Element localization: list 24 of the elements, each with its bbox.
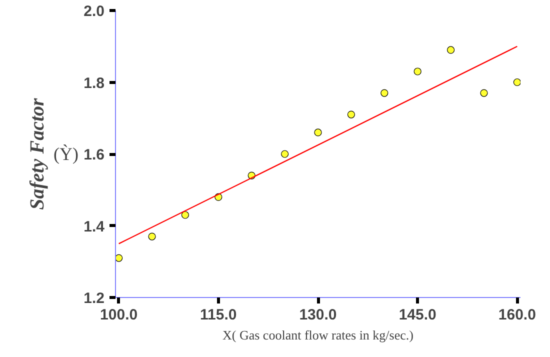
- point: [314, 128, 322, 136]
- point: [414, 68, 422, 76]
- point: [380, 89, 388, 97]
- x-axis-title: X( Gas coolant flow rates in kg/sec.): [222, 328, 414, 342]
- point: [446, 46, 455, 54]
- point: [148, 232, 156, 240]
- y-tick-label: 1.8: [84, 74, 105, 92]
- y-tick-label: 1.6: [84, 146, 105, 164]
- text: (Ỳ): [54, 144, 79, 164]
- point: [480, 89, 488, 97]
- point: [281, 150, 289, 158]
- y-axis-title: Safety Factor: [26, 98, 48, 210]
- point: [347, 110, 355, 118]
- y-tick-label: 2.0: [84, 3, 105, 20]
- point: [116, 254, 123, 262]
- point: [513, 78, 520, 86]
- x-tick-label: 145.0: [398, 306, 436, 324]
- x-tick-label: 100.0: [100, 306, 138, 324]
- x-tick-label: 160.0: [498, 306, 536, 324]
- point: [181, 211, 190, 219]
- y-tick-label: 1.2: [84, 290, 105, 307]
- y-tick-label: 1.4: [84, 218, 106, 236]
- x-tick-label: 115.0: [200, 306, 237, 324]
- x-tick-label: 130.0: [299, 306, 337, 324]
